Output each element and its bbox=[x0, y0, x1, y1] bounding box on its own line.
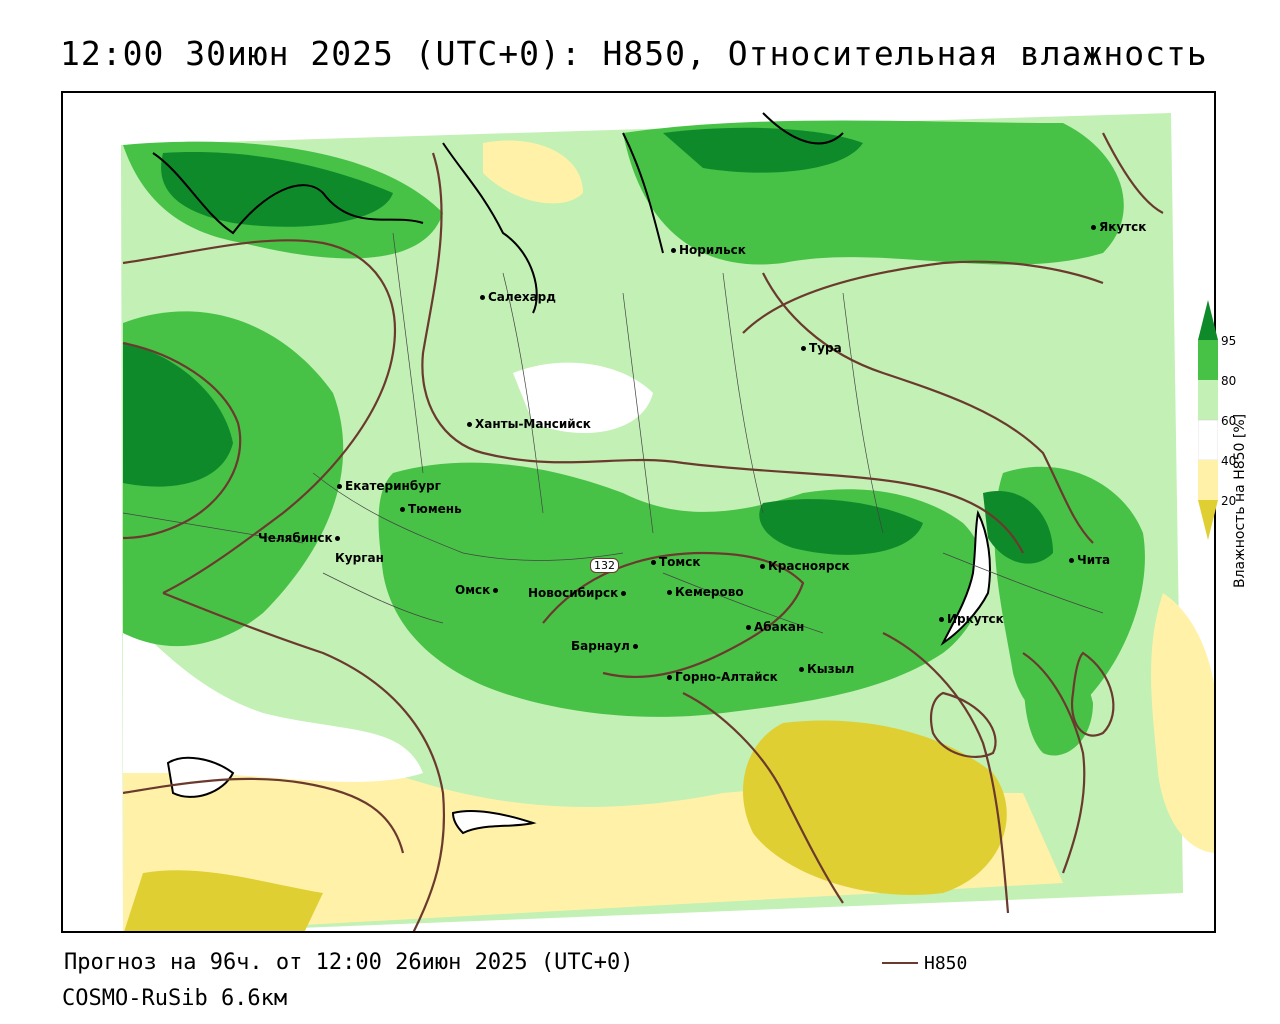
coastline-north bbox=[152, 112, 844, 314]
city-marker-icon bbox=[667, 675, 672, 680]
h850-contour-3 bbox=[421, 152, 1024, 554]
city-marker-icon bbox=[651, 560, 656, 565]
city-marker-icon bbox=[493, 588, 499, 593]
city-yekaterinburg[interactable]: Екатеринбург bbox=[337, 479, 441, 493]
map-title: 12:00 30июн 2025 (UTC+0): H850, Относите… bbox=[60, 34, 1208, 73]
saturated-core-west bbox=[123, 343, 233, 487]
city-tyumen[interactable]: Тюмень bbox=[400, 502, 462, 516]
city-irkutsk[interactable]: Иркутск bbox=[939, 612, 1004, 626]
city-salekhard[interactable]: Салехард bbox=[480, 290, 556, 304]
h850-contour-13 bbox=[1070, 651, 1115, 737]
moderate-zone-center bbox=[513, 362, 653, 433]
colorbar-tick: 60 bbox=[1221, 414, 1237, 428]
city-gorno-altaysk[interactable]: Горно-Алтайск bbox=[667, 670, 778, 684]
city-kurgan[interactable]: Курган bbox=[335, 551, 384, 565]
saturated-core-northeast bbox=[663, 127, 863, 173]
city-kemerovo[interactable]: Кемерово bbox=[667, 585, 744, 599]
colorbar-tick: 95 bbox=[1221, 334, 1237, 348]
h850-contour-1 bbox=[122, 239, 396, 594]
city-marker-icon bbox=[400, 507, 405, 512]
city-novosibirsk[interactable]: Новосибирск bbox=[528, 586, 629, 600]
city-marker-icon bbox=[480, 295, 485, 300]
city-chita[interactable]: Чита bbox=[1069, 553, 1110, 567]
colorbar-arrow-top bbox=[1198, 300, 1218, 340]
city-abakan[interactable]: Абакан bbox=[746, 620, 804, 634]
colorbar-tick: 20 bbox=[1221, 494, 1237, 508]
dry-zone-north bbox=[483, 140, 583, 204]
city-marker-icon bbox=[746, 625, 751, 630]
h850-contour-14 bbox=[929, 691, 997, 758]
city-marker-icon bbox=[799, 667, 804, 672]
moderate-zone-south bbox=[123, 613, 423, 782]
colorbar-band-80-95 bbox=[1198, 340, 1218, 380]
city-yakutsk[interactable]: Якутск bbox=[1091, 220, 1146, 234]
city-marker-icon bbox=[801, 346, 806, 351]
dry-zone-southwest bbox=[123, 740, 1063, 931]
h850-contour-9 bbox=[882, 632, 1010, 914]
city-krasnoyarsk[interactable]: Красноярск bbox=[760, 559, 850, 573]
colorbar-band-20-40 bbox=[1198, 460, 1218, 500]
colorbar-tick: 40 bbox=[1221, 454, 1237, 468]
saturated-core-krasnoyarsk bbox=[759, 499, 923, 555]
city-marker-icon bbox=[632, 644, 638, 649]
baikal-lake bbox=[940, 509, 991, 646]
h850-contour-4 bbox=[762, 272, 1094, 544]
colorbar-title: Влажность на H850 [%] bbox=[1232, 413, 1248, 588]
city-marker-icon bbox=[337, 484, 342, 489]
city-marker-icon bbox=[1069, 558, 1074, 563]
city-tura[interactable]: Тура bbox=[801, 341, 842, 355]
map-area[interactable]: 132 Якутск Норильск Салехард Тура Ханты-… bbox=[61, 91, 1216, 933]
very-dry-zone-west bbox=[124, 870, 323, 931]
contour-value-label: 132 bbox=[590, 558, 619, 573]
h850-contour-7 bbox=[162, 591, 446, 931]
city-khanty-mansiysk[interactable]: Ханты-Мансийск bbox=[467, 417, 591, 431]
city-marker-icon bbox=[467, 422, 472, 427]
city-marker-icon bbox=[334, 536, 340, 541]
forecast-info: Прогноз на 96ч. от 12:00 26июн 2025 (UTC… bbox=[64, 950, 634, 975]
caspian-fragment bbox=[166, 756, 235, 798]
city-chelyabinsk[interactable]: Челябинск bbox=[258, 531, 343, 545]
dry-zone-east bbox=[1151, 593, 1214, 853]
colorbar-arrow-bottom bbox=[1198, 500, 1218, 540]
region-borders bbox=[122, 232, 1104, 634]
h850-contour-8 bbox=[682, 692, 844, 904]
saturated-core-baikal bbox=[983, 491, 1053, 564]
h850-contour-11 bbox=[1102, 132, 1164, 214]
h850-contour-10 bbox=[1022, 652, 1086, 874]
h850-contour-12 bbox=[122, 777, 405, 854]
saturated-core-north bbox=[161, 152, 393, 227]
very-dry-zone bbox=[743, 720, 1007, 895]
city-marker-icon bbox=[1091, 225, 1096, 230]
h850-contour-2 bbox=[122, 341, 242, 540]
h850-contour-5 bbox=[742, 260, 1104, 334]
colorbar-tick: 80 bbox=[1221, 374, 1237, 388]
city-marker-icon bbox=[939, 617, 944, 622]
h850-legend-line-icon bbox=[882, 962, 918, 964]
city-kyzyl[interactable]: Кызыл bbox=[799, 662, 854, 676]
city-marker-icon bbox=[667, 590, 672, 595]
colorbar-band-60-80 bbox=[1198, 380, 1218, 420]
city-marker-icon bbox=[621, 591, 627, 596]
humidity-field bbox=[121, 112, 1214, 931]
city-norilsk[interactable]: Норильск bbox=[671, 243, 746, 257]
city-marker-icon bbox=[760, 564, 765, 569]
city-omsk[interactable]: Омск bbox=[455, 583, 501, 597]
colorbar-band-40-60 bbox=[1198, 419, 1218, 461]
lake-balkhash bbox=[451, 810, 537, 835]
h850-contour-6 bbox=[542, 551, 805, 679]
city-tomsk[interactable]: Томск bbox=[651, 555, 701, 569]
city-marker-icon bbox=[671, 248, 676, 253]
city-barnaul[interactable]: Барнаул bbox=[571, 639, 641, 653]
h850-legend-label: H850 bbox=[924, 953, 968, 974]
model-name: COSMO-RuSib 6.6км bbox=[62, 986, 288, 1011]
humidity-colorbar bbox=[1198, 300, 1218, 540]
